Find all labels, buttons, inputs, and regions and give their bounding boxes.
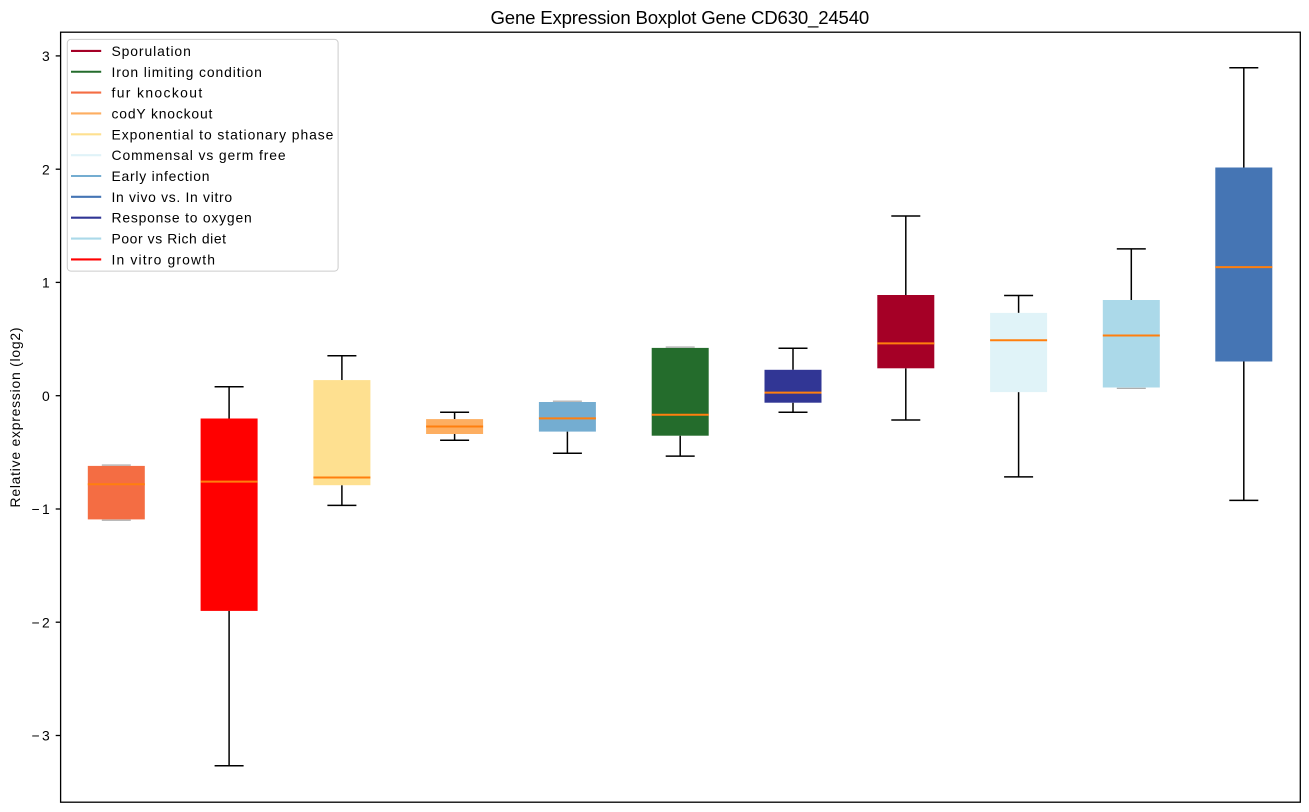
svg-text:Response to oxygen: Response to oxygen [112, 210, 252, 226]
svg-text:1: 1 [42, 275, 50, 291]
svg-text:Poor vs Rich diet: Poor vs Rich diet [112, 231, 227, 247]
svg-text:codY knockout: codY knockout [112, 105, 213, 121]
svg-text:0: 0 [42, 388, 50, 404]
svg-text:Iron limiting condition: Iron limiting condition [112, 64, 262, 80]
svg-text:In vivo vs. In vitro: In vivo vs. In vitro [112, 189, 233, 205]
svg-text:Early infection: Early infection [112, 168, 210, 184]
svg-text:Sporulation: Sporulation [112, 43, 191, 59]
svg-text:Gene Expression Boxplot Gene C: Gene Expression Boxplot Gene CD630_24540 [491, 7, 870, 29]
svg-text:In vitro growth: In vitro growth [112, 251, 216, 267]
svg-text:3: 3 [42, 48, 50, 64]
svg-text:fur knockout: fur knockout [112, 85, 203, 101]
svg-text:Commensal vs germ free: Commensal vs germ free [112, 147, 286, 163]
svg-text:2: 2 [42, 161, 50, 177]
svg-text:Relative expression (log2): Relative expression (log2) [7, 328, 23, 508]
svg-text:Exponential to stationary phas: Exponential to stationary phase [112, 126, 334, 142]
